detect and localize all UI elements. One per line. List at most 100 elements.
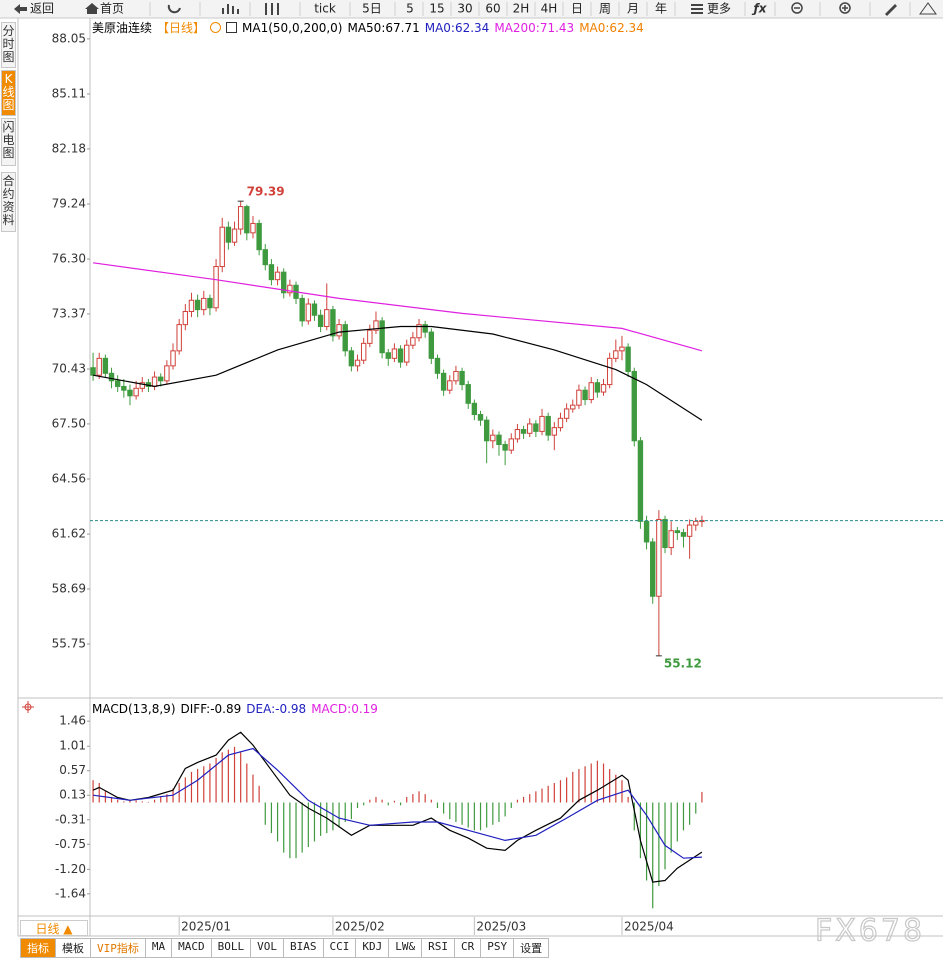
legend-entry: MA50:67.71 xyxy=(347,20,420,35)
candle-icon xyxy=(265,3,279,15)
toolbar-button[interactable]: tick xyxy=(314,2,336,16)
toolbar-button[interactable]: 4H xyxy=(541,2,558,16)
candle-body xyxy=(490,434,496,442)
candle-body xyxy=(570,404,576,410)
candle-body xyxy=(342,324,348,352)
indicator-tab[interactable]: RSI xyxy=(422,938,455,958)
candle-body xyxy=(453,370,459,382)
candle-body xyxy=(496,434,502,446)
candle-body xyxy=(625,346,631,372)
ma-line xyxy=(93,262,703,352)
y-tick-label: -1.20 xyxy=(55,862,86,876)
triangle-icon xyxy=(919,2,937,15)
period-button[interactable]: 日线 ▲ xyxy=(20,920,88,936)
side-tab[interactable]: 合约资料 xyxy=(1,172,16,232)
y-tick-label: 0.57 xyxy=(59,763,86,777)
indicator-tab[interactable]: VIP指标 xyxy=(91,938,146,958)
toolbar-button[interactable]: 15 xyxy=(429,2,444,16)
candle-body xyxy=(385,352,391,359)
indicator-tab[interactable]: 指标 xyxy=(20,938,56,958)
indicator-tab[interactable]: LW& xyxy=(389,938,423,958)
candle-body xyxy=(637,440,644,522)
candle-body xyxy=(256,222,262,251)
candle-body xyxy=(225,226,232,243)
candle-body xyxy=(650,541,656,597)
side-tab[interactable]: 分时图 xyxy=(1,22,16,68)
y-tick-label: 58.69 xyxy=(52,581,86,595)
side-tab[interactable]: K线图 xyxy=(1,70,16,116)
toolbar-button[interactable]: 更多 xyxy=(707,2,731,16)
x-tick-label: 2025/01 xyxy=(181,920,231,934)
indicator-tab[interactable]: MA xyxy=(145,938,173,958)
indicator-tab[interactable]: PSY xyxy=(481,938,515,958)
legend-entry: MA200:71.43 xyxy=(494,20,575,35)
candle-body xyxy=(114,380,121,387)
candle-body xyxy=(582,389,588,401)
candle-body xyxy=(686,524,693,537)
indicator-tab[interactable]: CCI xyxy=(323,938,357,958)
toolbar-button[interactable]: 月 xyxy=(627,2,639,16)
toolbar-button[interactable]: 首页 xyxy=(100,2,124,16)
candle-body xyxy=(680,532,687,537)
candle-body xyxy=(262,249,268,266)
legend-entry: DEA:-0.98 xyxy=(246,702,307,716)
y-tick-label: 1.46 xyxy=(59,714,86,728)
y-tick-label: -1.64 xyxy=(55,886,86,900)
y-tick-label: 70.43 xyxy=(52,362,86,376)
indicator-tab[interactable]: 模板 xyxy=(56,938,91,958)
candle-body xyxy=(90,367,96,376)
candle-body xyxy=(551,427,558,436)
candle-body xyxy=(619,346,625,352)
candle-body xyxy=(158,376,164,382)
candle-body xyxy=(170,350,176,367)
indicator-tab[interactable]: 设置 xyxy=(514,938,550,958)
candle-body xyxy=(108,372,115,382)
toolbar-button[interactable]: 60 xyxy=(485,2,500,16)
candle-body xyxy=(250,222,256,234)
indicator-tab[interactable]: MACD xyxy=(172,938,212,958)
candle-body xyxy=(508,438,514,451)
toolbar-button[interactable]: 2H xyxy=(513,2,530,16)
home-icon xyxy=(85,3,99,14)
menu-icon xyxy=(691,4,703,14)
side-tab[interactable]: 闪电图 xyxy=(1,118,16,166)
toolbar-button[interactable]: 返回 xyxy=(30,2,54,16)
candle-body xyxy=(317,314,324,327)
candle-body xyxy=(613,350,619,359)
chart-title: MACD(13,8,9) xyxy=(92,702,176,716)
candle-body xyxy=(631,370,637,442)
toolbar-button[interactable]: 周 xyxy=(599,2,611,16)
ma-line xyxy=(92,325,703,421)
toolbar-button[interactable]: 日 xyxy=(571,2,583,16)
candle-body xyxy=(360,342,367,361)
chart-header: MACD(13,8,9) DIFF:-0.89 DEA:-0.98 MACD:0.19 xyxy=(92,702,378,716)
low-label: 55.12 xyxy=(664,656,702,670)
candle-body xyxy=(121,385,127,391)
refresh-icon xyxy=(167,4,181,14)
candle-body xyxy=(151,376,158,387)
indicator-tab[interactable]: BIAS xyxy=(284,938,324,958)
indicator-tab[interactable]: VOL xyxy=(251,938,284,958)
toolbar-button[interactable]: 30 xyxy=(457,2,472,16)
y-tick-label: 73.37 xyxy=(52,306,86,320)
candle-body xyxy=(188,299,195,313)
candle-body xyxy=(348,350,355,367)
candle-body xyxy=(514,429,521,440)
candle-body xyxy=(219,226,225,268)
candle-body xyxy=(397,348,404,363)
indicator-tab[interactable]: CR xyxy=(455,938,482,958)
legend-entry: MA0:62.34 xyxy=(424,20,490,35)
candle-body xyxy=(563,408,570,419)
toolbar-button[interactable]: 5 xyxy=(406,2,414,16)
candle-body xyxy=(139,382,145,389)
bottom-tabs: 指标 模板 VIP指标 MA MACD BOLL VOL BIAS CCI KDJ LW& RSI CR… xyxy=(20,938,550,958)
candle-body xyxy=(477,414,484,421)
indicator-tab[interactable]: KDJ xyxy=(356,938,390,958)
toolbar-button[interactable]: 年 xyxy=(655,2,667,16)
toolbar-button[interactable]: 5日 xyxy=(362,2,382,16)
indicator-tab[interactable]: BOLL xyxy=(211,938,252,958)
candle-body xyxy=(404,344,410,363)
